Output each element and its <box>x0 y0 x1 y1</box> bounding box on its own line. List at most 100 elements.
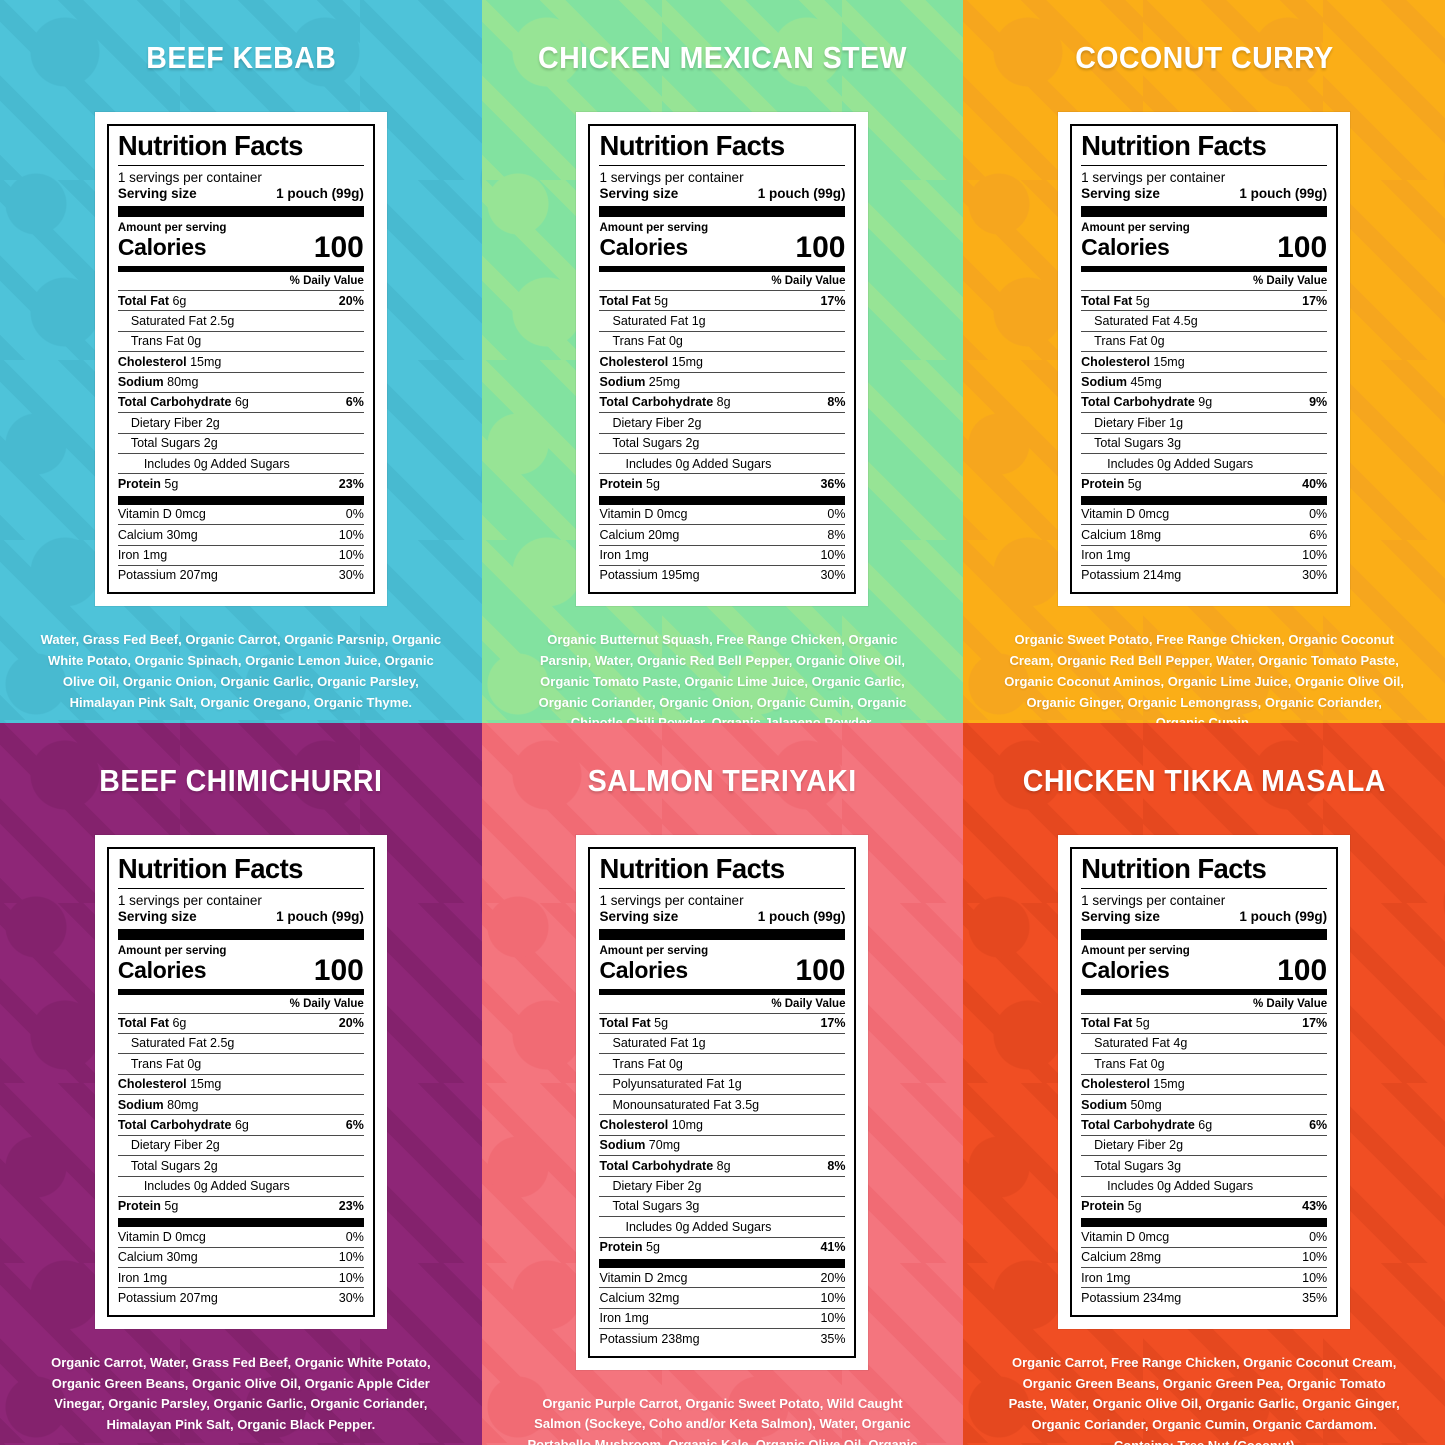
nutrient-row: Dietary Fiber 2g <box>117 412 364 432</box>
nutrient-row: Protein 5g 23% <box>117 1195 364 1216</box>
nutrient-text: Cholesterol 10mg <box>599 1117 703 1132</box>
nutrition-facts-inner: Nutrition Facts 1 servings per container S… <box>106 124 375 595</box>
product-panel-salmon-teriyaki: Salmon Teriyaki Nutrition Facts 1 servings… <box>481 722 964 1445</box>
daily-value-header: % Daily Value <box>771 275 846 287</box>
nutrient-row: Cholesterol 15mg <box>117 351 364 371</box>
nutrition-facts-heading: Nutrition Facts <box>599 130 846 166</box>
vitamin-text: Vitamin D 2mcg <box>599 1270 688 1285</box>
nutrient-row: Protein 5g 43% <box>1081 1195 1328 1216</box>
nutrient-text: Includes 0g Added Sugars <box>1107 1179 1254 1193</box>
vitamin-text: Potassium 195mg <box>599 568 700 583</box>
nutrient-text: Protein 5g <box>1081 476 1142 491</box>
nutrient-row: Trans Fat 0g <box>117 330 364 351</box>
nutrient-text: Total Fat 5g <box>1081 293 1150 308</box>
nutrient-name: Total Carbohydrate <box>117 395 232 410</box>
nutrient-row: Sodium 80mg <box>117 1094 364 1114</box>
nutrient-row: Dietary Fiber 2g <box>599 412 846 432</box>
nutrient-row: Protein 5g 36% <box>599 473 846 493</box>
nutrient-row: Dietary Fiber 2g <box>599 1175 846 1196</box>
ingredients-text: Organic Sweet Potato, Free Range Chicken… <box>1004 632 1405 722</box>
nutrient-name: Total Fat <box>1081 1016 1133 1030</box>
vitamin-text: Calcium 28mg <box>1081 1250 1162 1265</box>
calories-value: 100 <box>1277 953 1328 987</box>
vitamin-row: Calcium 28mg 10% <box>1081 1246 1328 1267</box>
calories-label: Calories <box>599 956 688 983</box>
nutrient-name: Sodium <box>1081 375 1127 389</box>
vitamin-row: Calcium 30mg 10% <box>117 1246 364 1267</box>
nutrient-name: Sodium <box>117 375 164 389</box>
amount-per-serving: Amount per serving <box>599 222 709 234</box>
vitamin-row: Iron 1mg 10% <box>117 544 364 565</box>
medium-divider <box>1081 988 1328 995</box>
nutrient-text: Total Sugars 3g <box>612 1199 700 1214</box>
nutrient-text: Sodium 45mg <box>1081 375 1162 389</box>
vitamin-text: Iron 1mg <box>117 548 168 562</box>
nutrient-row: Saturated Fat 2.5g <box>117 1032 364 1053</box>
nutrient-row: Cholesterol 15mg <box>1081 351 1328 371</box>
nutrient-row: Total Carbohydrate 6g 6% <box>117 1114 364 1134</box>
calories-row: Calories 100 <box>599 955 845 986</box>
thick-divider <box>117 206 364 217</box>
nutrient-row: Total Fat 5g 17% <box>599 1012 846 1033</box>
nutrient-row: Protein 5g 41% <box>599 1236 846 1257</box>
nutrient-row: Saturated Fat 2.5g <box>117 310 364 330</box>
amount-per-serving: Amount per serving <box>1081 944 1190 957</box>
nutrient-text: Total Sugars 2g <box>130 436 218 451</box>
serving-size-row: Serving size 1 pouch (99g) <box>1081 185 1327 206</box>
nutrient-text: Trans Fat 0g <box>130 334 202 349</box>
vitamin-row: Vitamin D 2mcg 20% <box>599 1268 845 1287</box>
nutrient-name: Cholesterol <box>1081 354 1150 369</box>
nutrient-text: Trans Fat 0g <box>130 1056 202 1071</box>
nutrient-text: Dietary Fiber 2g <box>130 1138 220 1153</box>
nutrient-text: Dietary Fiber 2g <box>1094 1138 1184 1153</box>
nutrient-name: Protein <box>1081 1199 1125 1214</box>
servings-per-container: 1 servings per container <box>599 892 744 908</box>
nutrient-text: Total Fat 5g <box>599 293 669 308</box>
serving-size-value: 1 pouch (99g) <box>276 908 364 924</box>
product-title: Salmon Teriyaki <box>588 762 857 798</box>
vitamin-dv: 10% <box>338 548 364 562</box>
product-title: Coconut Curry <box>1074 40 1334 75</box>
nutrient-text: Cholesterol 15mg <box>117 1077 222 1092</box>
serving-size-value: 1 pouch (99g) <box>1239 908 1328 924</box>
contains-statement: Contains: Tree Nut (Coconut) <box>1003 1436 1405 1445</box>
nutrient-text: Saturated Fat 4.5g <box>1094 313 1198 328</box>
nutrition-facts-heading: Nutrition Facts <box>599 853 846 889</box>
vitamin-dv: 35% <box>1302 1290 1328 1305</box>
vitamin-dv: 30% <box>338 1290 364 1305</box>
nutrient-text: Includes 0g Added Sugars <box>625 1219 772 1234</box>
thick-divider-bottom <box>1081 1218 1328 1228</box>
vitamin-text: Iron 1mg <box>1081 1270 1131 1285</box>
thick-divider <box>1081 928 1328 940</box>
ingredients-text: Organic Purple Carrot, Organic Sweet Pot… <box>527 1395 918 1445</box>
nutrient-name: Total Carbohydrate <box>117 1117 232 1132</box>
vitamin-row: Potassium 238mg 35% <box>599 1328 846 1348</box>
nutrient-dv: 23% <box>338 476 364 491</box>
vitamin-row: Iron 1mg 10% <box>599 544 846 565</box>
vitamin-text: Calcium 18mg <box>1081 527 1162 542</box>
servings-per-container: 1 servings per container <box>117 170 262 185</box>
medium-divider <box>117 266 364 272</box>
vitamin-dv: 20% <box>820 1270 846 1285</box>
medium-divider <box>599 988 846 995</box>
ingredients-text: Organic Carrot, Water, Grass Fed Beef, O… <box>51 1354 431 1433</box>
nutrient-row: Includes 0g Added Sugars <box>599 453 846 473</box>
nutrient-dv: 6% <box>1309 1117 1328 1132</box>
serving-size-value: 1 pouch (99g) <box>757 908 846 924</box>
nutrient-text: Trans Fat 0g <box>1094 1056 1165 1071</box>
nutrient-text: Cholesterol 15mg <box>1081 1077 1185 1092</box>
nutrient-row: Cholesterol 15mg <box>599 351 846 371</box>
nutrient-row: Cholesterol 10mg <box>599 1114 846 1134</box>
vitamin-dv: 10% <box>338 1250 364 1265</box>
nutrient-text: Trans Fat 0g <box>612 334 683 349</box>
nutrient-row: Saturated Fat 1g <box>599 1032 846 1053</box>
nutrient-text: Total Fat 6g <box>117 1016 187 1030</box>
servings-per-container: 1 servings per container <box>117 892 262 908</box>
nutrient-text: Protein 5g <box>117 1199 179 1214</box>
nutrient-dv: 17% <box>820 293 846 308</box>
calories-value: 100 <box>313 231 364 264</box>
nutrient-text: Cholesterol 15mg <box>117 354 222 369</box>
serving-size-row: Serving size 1 pouch (99g) <box>599 908 845 929</box>
nutrient-name: Total Carbohydrate <box>599 395 714 410</box>
